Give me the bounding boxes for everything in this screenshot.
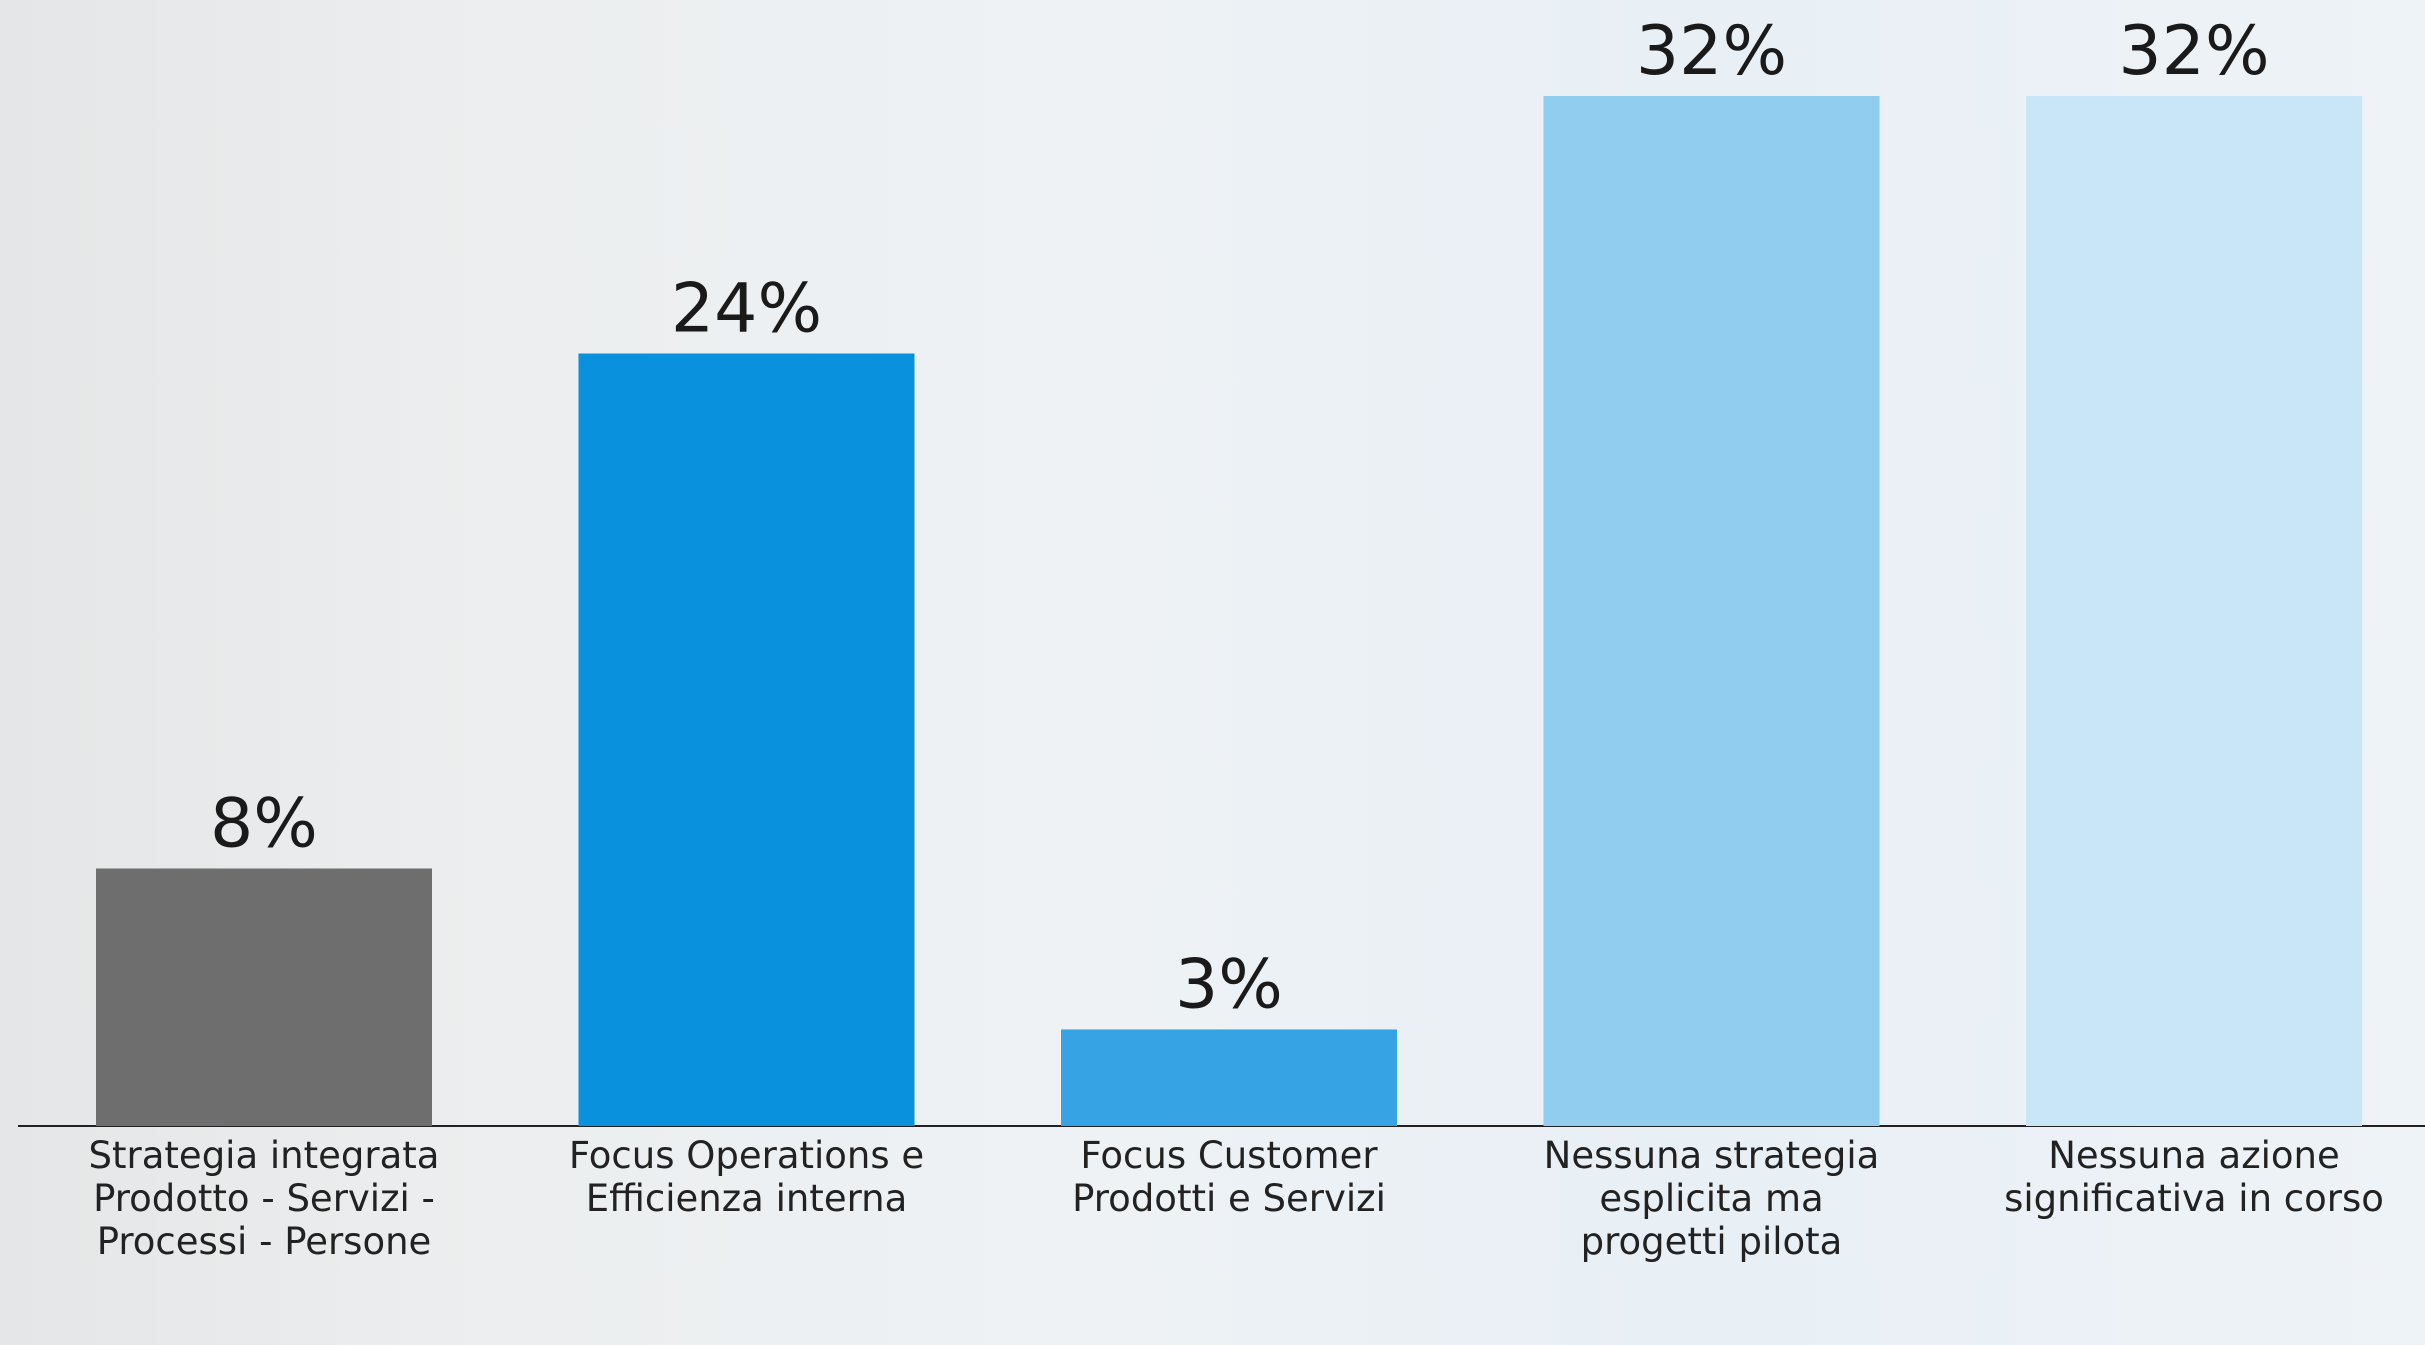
bar: [2026, 96, 2362, 1126]
x-tick-label: Nessuna azione significativa in corso: [2004, 1134, 2384, 1220]
x-tick-label: Strategia integrata Prodotto - Servizi -…: [74, 1134, 454, 1263]
value-label: 3%: [1175, 945, 1283, 1024]
x-tick-label: Focus Customer Prodotti e Servizi: [1039, 1134, 1419, 1220]
bar: [96, 869, 432, 1127]
value-label: 32%: [2118, 12, 2269, 91]
x-tick-label: Nessuna strategia esplicita ma progetti …: [1522, 1134, 1902, 1263]
bar: [579, 354, 915, 1127]
value-label: 32%: [1636, 12, 1787, 91]
page: 8%24%3%32%32% (() => { const data = JSON…: [0, 0, 2425, 1345]
value-label: 24%: [671, 270, 822, 349]
x-tick-label: Focus Operations e Efficienza interna: [557, 1134, 937, 1220]
bar: [1544, 96, 1880, 1126]
bar: [1061, 1029, 1397, 1126]
value-label: 8%: [210, 785, 318, 864]
